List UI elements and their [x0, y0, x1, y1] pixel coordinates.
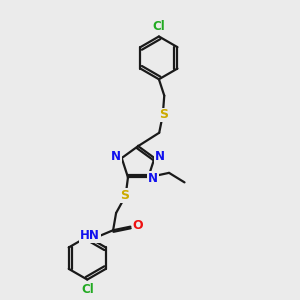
Text: N: N: [155, 150, 165, 163]
Text: N: N: [148, 172, 158, 185]
Text: S: S: [121, 189, 130, 202]
Text: Cl: Cl: [152, 20, 165, 33]
Text: S: S: [159, 108, 168, 122]
Text: N: N: [111, 150, 122, 163]
Text: Cl: Cl: [81, 283, 94, 296]
Text: HN: HN: [80, 229, 100, 242]
Text: O: O: [133, 219, 143, 232]
